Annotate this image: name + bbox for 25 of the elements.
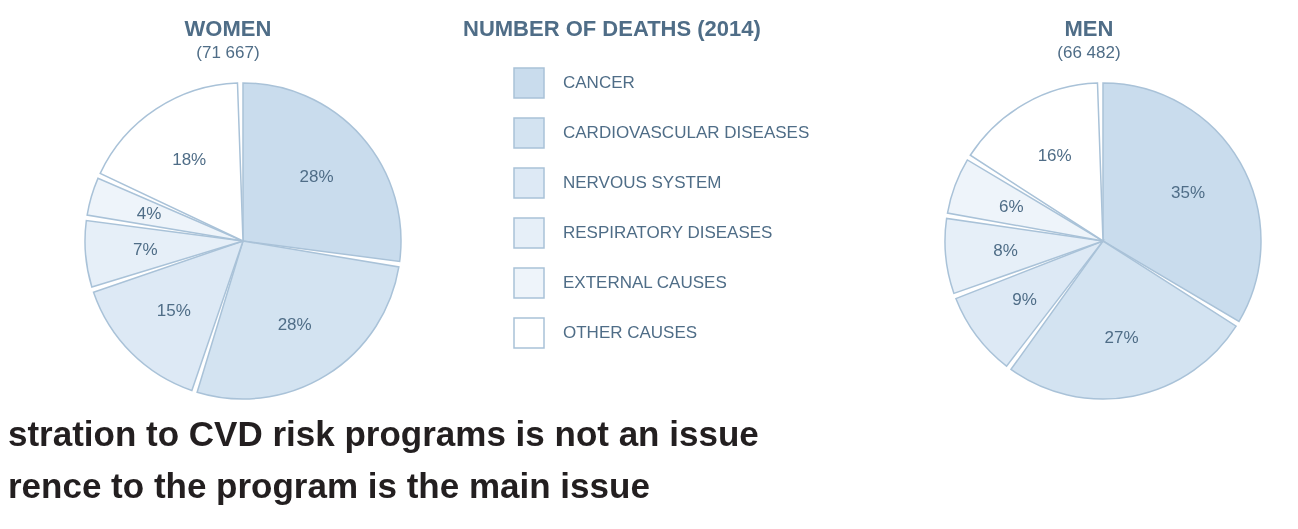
data-label: 28% — [299, 166, 334, 186]
data-label: 7% — [133, 239, 158, 259]
data-label: 18% — [172, 149, 207, 169]
legend-label: CARDIOVASCULAR DISEASES — [563, 123, 810, 143]
chart-subtitle: (71 667) — [195, 42, 261, 64]
text: stration to CVD risk programs is not an issue — [8, 413, 759, 455]
text: rence to the program is the main issue — [8, 465, 651, 507]
data-label: 9% — [1012, 290, 1037, 310]
legend-label: OTHER CAUSES — [563, 323, 698, 343]
legend-label: CANCER — [563, 73, 635, 93]
data-label: 16% — [1037, 146, 1072, 166]
legend-title: NUMBER OF DEATHS (2014) — [463, 16, 762, 42]
data-label: 27% — [1104, 327, 1139, 347]
data-label: 35% — [1171, 182, 1206, 202]
legend-label: RESPIRATORY DISEASES — [563, 223, 773, 243]
legend-label: NERVOUS SYSTEM — [563, 173, 722, 193]
chart-title: MEN — [1063, 16, 1115, 42]
chart-title: WOMEN — [183, 16, 273, 42]
chart-subtitle: (66 482) — [1056, 42, 1122, 64]
data-label: 8% — [993, 241, 1018, 261]
data-label: 6% — [998, 197, 1024, 217]
legend-label: EXTERNAL CAUSES — [563, 273, 727, 293]
data-label: 28% — [277, 314, 312, 334]
data-label: 15% — [156, 300, 191, 320]
data-label: 4% — [136, 203, 162, 223]
